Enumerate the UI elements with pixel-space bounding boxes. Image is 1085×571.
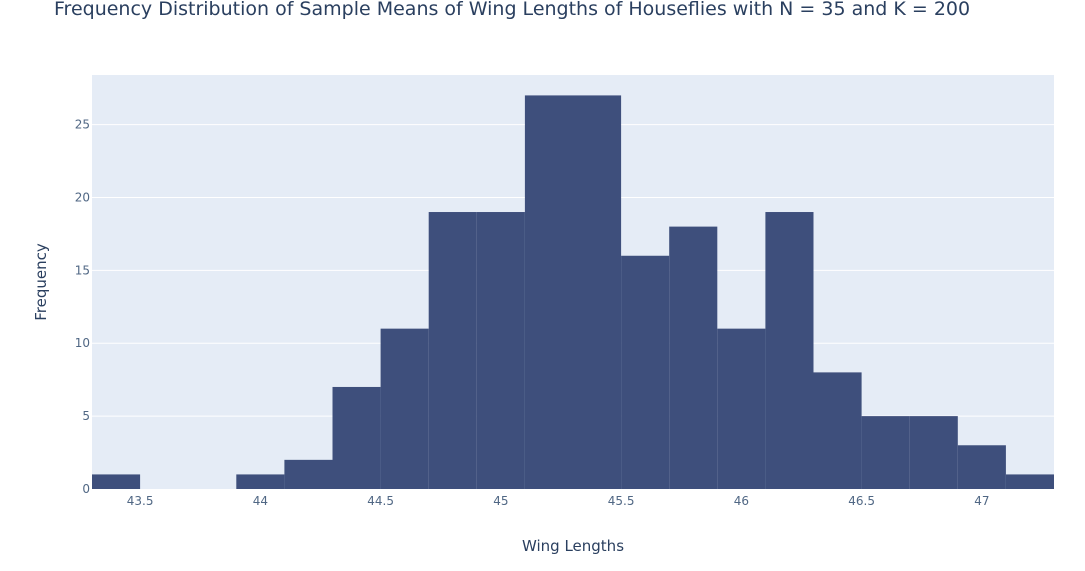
histogram-bar-16 [861, 416, 910, 489]
y-axis-ticks: 0 5 10 15 20 25 [75, 118, 90, 496]
histogram-bar-8 [476, 212, 525, 489]
histogram-bar-6 [380, 328, 429, 489]
y-tick-label: 5 [82, 409, 90, 423]
y-tick-label: 20 [75, 190, 90, 204]
histogram-bar-7 [428, 212, 477, 489]
histogram-bar-18 [957, 445, 1006, 489]
histogram-bar-12 [669, 226, 718, 489]
y-tick-label: 0 [82, 482, 90, 496]
histogram-bar-13 [717, 328, 766, 489]
x-tick-label: 47 [974, 494, 989, 508]
histogram-bar-3 [236, 474, 285, 489]
histogram-bar-0 [92, 474, 141, 489]
x-tick-label: 44.5 [367, 494, 394, 508]
x-tick-label: 43.5 [127, 494, 154, 508]
chart-title: Frequency Distribution of Sample Means o… [54, 0, 970, 20]
x-tick-label: 46.5 [848, 494, 875, 508]
histogram-bar-17 [909, 416, 958, 489]
x-tick-label: 44 [253, 494, 268, 508]
histogram-bar-10 [573, 95, 622, 489]
y-axis-title: Frequency [32, 243, 50, 321]
x-tick-label: 45.5 [608, 494, 635, 508]
histogram-bar-4 [284, 459, 333, 489]
histogram-bar-15 [813, 372, 862, 489]
histogram-bar-14 [765, 212, 814, 489]
x-axis-title: Wing Lengths [522, 537, 624, 555]
histogram-bar-5 [332, 386, 381, 489]
histogram-bars [92, 95, 1054, 489]
y-tick-label: 15 [75, 263, 90, 277]
x-tick-label: 45 [493, 494, 508, 508]
histogram-bar-19 [1005, 474, 1054, 489]
y-tick-label: 10 [75, 336, 90, 350]
x-tick-label: 46 [734, 494, 749, 508]
x-axis-ticks: 43.5 44 44.5 45 45.5 46 46.5 47 [127, 494, 990, 508]
histogram-bar-9 [524, 95, 573, 489]
histogram-bar-11 [621, 255, 670, 489]
y-tick-label: 25 [75, 118, 90, 132]
